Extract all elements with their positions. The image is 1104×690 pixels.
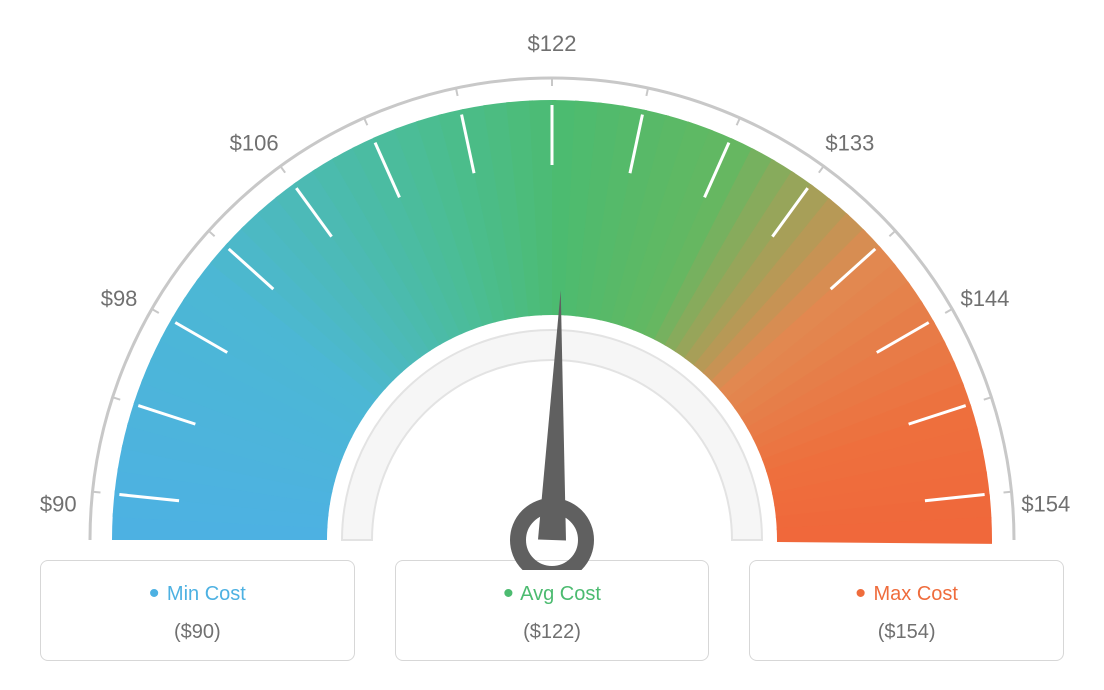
- max-dot-icon: •: [855, 577, 866, 610]
- avg-dot-icon: •: [503, 577, 514, 610]
- gauge-tick-label: $90: [40, 491, 77, 516]
- max-cost-value: ($154): [760, 621, 1053, 644]
- min-cost-label: Min Cost: [167, 583, 246, 605]
- avg-cost-value: ($122): [406, 621, 699, 644]
- max-cost-label: Max Cost: [873, 583, 957, 605]
- max-cost-title: • Max Cost: [760, 577, 1053, 611]
- gauge-tick-label: $154: [1021, 491, 1070, 516]
- min-cost-title: • Min Cost: [51, 577, 344, 611]
- avg-cost-card: • Avg Cost ($122): [395, 560, 710, 661]
- gauge-svg: $90 $98 $106 $122 $133 $144 $154: [0, 0, 1104, 570]
- gauge-chart: $90 $98 $106 $122 $133 $144 $154: [0, 0, 1104, 560]
- min-dot-icon: •: [149, 577, 160, 610]
- gauge-tick-label: $144: [960, 286, 1009, 311]
- min-cost-card: • Min Cost ($90): [40, 560, 355, 661]
- gauge-tick-label: $98: [101, 286, 138, 311]
- avg-cost-label: Avg Cost: [520, 583, 601, 605]
- gauge-tick-label: $133: [825, 130, 874, 155]
- avg-cost-title: • Avg Cost: [406, 577, 699, 611]
- max-cost-card: • Max Cost ($154): [749, 560, 1064, 661]
- gauge-tick-label: $122: [528, 31, 577, 56]
- min-cost-value: ($90): [51, 621, 344, 644]
- summary-cards: • Min Cost ($90) • Avg Cost ($122) • Max…: [0, 560, 1104, 661]
- gauge-tick-label: $106: [230, 130, 279, 155]
